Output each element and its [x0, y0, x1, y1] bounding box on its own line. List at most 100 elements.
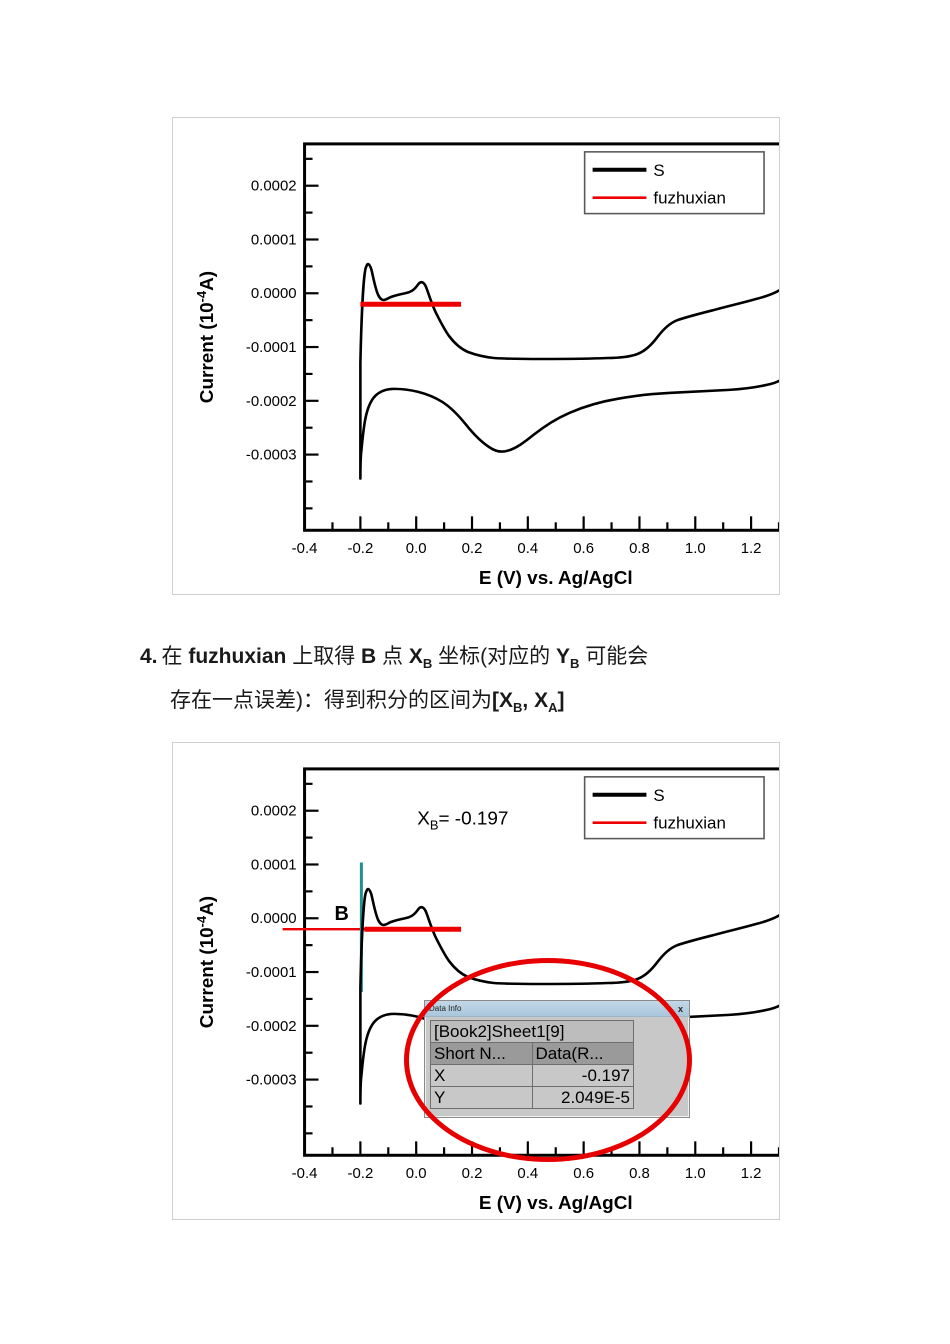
- x-tick-label: -0.2: [348, 540, 374, 557]
- x-tick-label: 0.0: [406, 1165, 427, 1182]
- y-tick-label: -0.0003: [246, 447, 297, 464]
- y-axis-title-exponent: -4: [194, 915, 209, 927]
- instruction-text-3: 点: [376, 645, 409, 668]
- y-axis-title: Current (10-4A): [194, 896, 218, 1028]
- instruction-text-1: 在: [161, 645, 189, 668]
- data-info-titlebar[interactable]: Data Info x: [425, 1001, 689, 1017]
- x-tick-label: 0.4: [517, 1165, 538, 1182]
- y-axis-labels: 0.0002 0.0001 0.0000 -0.0001 -0.0002 -0.…: [246, 178, 297, 464]
- svg-text:Current (10-4A): Current (10-4A): [194, 271, 218, 403]
- row-value-y: 2.049E-5: [531, 1086, 634, 1109]
- legend-label-fuzhuxian: fuzhuxian: [653, 189, 725, 208]
- column-header-data: Data(R...: [531, 1042, 634, 1065]
- point-b-label: B: [334, 903, 348, 925]
- data-info-title: Data Info: [429, 1004, 462, 1013]
- instruction-interval-comma: , X: [522, 689, 549, 712]
- instruction-fuzhuxian: fuzhuxian: [188, 645, 287, 668]
- instruction-number: 4.: [140, 645, 158, 668]
- xb-readout-annotation: XB= -0.197: [417, 809, 508, 833]
- y-tick-label: 0.0001: [251, 231, 297, 248]
- y-tick-label: -0.0001: [246, 964, 297, 981]
- y-tick-label: -0.0001: [246, 339, 297, 356]
- y-tick-label: -0.0002: [246, 1018, 297, 1035]
- instruction-line-2: 存在一点误差)：得到积分的区间为[XB, XA]: [140, 680, 840, 724]
- xb-value: = -0.197: [438, 809, 508, 830]
- svg-text:Current (10-4A): Current (10-4A): [194, 896, 218, 1028]
- table-row: Y 2.049E-5: [430, 1086, 634, 1109]
- xb-subscript: B: [430, 818, 439, 833]
- y-axis-title-base: Current (10: [197, 927, 218, 1028]
- y-axis-title-tail: A): [197, 271, 218, 291]
- x-tick-label: 1.2: [741, 1165, 762, 1182]
- series-s-curve: [359, 262, 779, 480]
- dataset-label-cell: [Book2]Sheet1[9]: [430, 1020, 634, 1043]
- legend-label-s: S: [653, 161, 664, 180]
- y-tick-label: 0.0002: [251, 803, 297, 820]
- instruction-text-6: 可能会: [579, 645, 649, 668]
- legend[interactable]: S fuzhuxian: [583, 151, 765, 215]
- instruction-text-4: 坐标: [432, 645, 481, 668]
- figure-2-chart: 0.0002 0.0001 0.0000 -0.0001 -0.0002 -0.…: [194, 767, 779, 1214]
- instruction-x-subscript: B: [422, 655, 433, 671]
- y-axis-labels: 0.0002 0.0001 0.0000 -0.0001 -0.0002 -0.…: [246, 803, 297, 1089]
- x-tick-label: 0.8: [629, 1165, 650, 1182]
- row-value-x: -0.197: [531, 1064, 634, 1087]
- x-tick-label: -0.4: [292, 540, 318, 557]
- figure-1-chart: 0.0002 0.0001 0.0000 -0.0001 -0.0002 -0.…: [194, 142, 779, 589]
- y-axis-ticks: [304, 157, 319, 510]
- y-axis-title-base: Current (10: [197, 302, 218, 403]
- figure-1-container: 0.0002 0.0001 0.0000 -0.0001 -0.0002 -0.…: [172, 117, 780, 595]
- y-tick-label: 0.0001: [251, 856, 297, 873]
- y-tick-label: -0.0003: [246, 1072, 297, 1089]
- legend[interactable]: S fuzhuxian: [583, 776, 765, 840]
- x-tick-label: 0.0: [406, 540, 427, 557]
- x-tick-label: -0.4: [292, 1165, 318, 1182]
- table-row: X -0.197: [430, 1064, 634, 1087]
- x-tick-label: 0.6: [573, 1165, 594, 1182]
- x-tick-label: -0.2: [348, 1165, 374, 1182]
- legend-label-fuzhuxian: fuzhuxian: [653, 814, 725, 833]
- x-tick-label: 0.8: [629, 540, 650, 557]
- x-tick-label: 0.6: [573, 540, 594, 557]
- y-axis-ticks: [304, 782, 319, 1135]
- data-info-table: [Book2]Sheet1[9] Short N... Data(R... X …: [430, 1020, 634, 1109]
- y-tick-label: 0.0000: [251, 910, 297, 927]
- instruction-x-symbol: X: [408, 645, 423, 668]
- column-header-short-name: Short N...: [430, 1042, 533, 1065]
- y-tick-label: 0.0000: [251, 285, 297, 302]
- y-axis-title: Current (10-4A): [194, 271, 218, 403]
- row-key-x: X: [430, 1064, 533, 1087]
- x-tick-label: 0.4: [517, 540, 538, 557]
- y-tick-label: 0.0002: [251, 178, 297, 195]
- x-axis-labels: -0.4 -0.2 0.0 0.2 0.4 0.6 0.8 1.0 1.2 1.…: [292, 1165, 762, 1182]
- x-axis-labels: -0.4 -0.2 0.0 0.2 0.4 0.6 0.8 1.0 1.2 1.…: [292, 540, 762, 557]
- table-row: [Book2]Sheet1[9]: [430, 1020, 634, 1043]
- x-axis-title: E (V) vs. Ag/AgCl: [479, 568, 633, 589]
- data-info-dialog[interactable]: Data Info x [Book2]Sheet1[9] Short N... …: [424, 1000, 690, 1118]
- x-tick-label: 1.0: [685, 540, 706, 557]
- instruction-interval-sub-a: A: [548, 699, 558, 715]
- y-axis-title-exponent: -4: [194, 290, 209, 302]
- instruction-paragraph: 4. 在 fuzhuxian 上取得 B 点 XB 坐标(对应的 YB 可能会 存…: [140, 636, 840, 724]
- legend-box: [583, 776, 765, 840]
- xb-symbol: X: [417, 809, 430, 830]
- x-axis-title: E (V) vs. Ag/AgCl: [479, 1193, 633, 1214]
- instruction-text-5: (对应的: [480, 645, 556, 668]
- close-icon[interactable]: x: [677, 1003, 683, 1014]
- x-axis-ticks: [303, 516, 779, 531]
- instruction-text-2: 上取得: [286, 645, 362, 668]
- table-header-row: Short N... Data(R...: [430, 1042, 634, 1065]
- instruction-point-b: B: [361, 645, 377, 668]
- instruction-text-7: 存在一点误差)：得到积分的区间为: [170, 689, 492, 712]
- instruction-interval-sub-b: B: [513, 699, 523, 715]
- instruction-interval-close: ]: [557, 689, 565, 712]
- x-tick-label: 0.2: [462, 1165, 483, 1182]
- figure-2-container: 0.0002 0.0001 0.0000 -0.0001 -0.0002 -0.…: [172, 742, 780, 1220]
- x-tick-label: 1.0: [685, 1165, 706, 1182]
- plot-frame: [303, 767, 779, 1157]
- y-axis-title-tail: A): [197, 896, 218, 916]
- instruction-y-symbol: Y: [555, 645, 570, 668]
- x-tick-label: 1.2: [741, 540, 762, 557]
- instruction-y-subscript: B: [569, 655, 580, 671]
- row-key-y: Y: [430, 1086, 533, 1109]
